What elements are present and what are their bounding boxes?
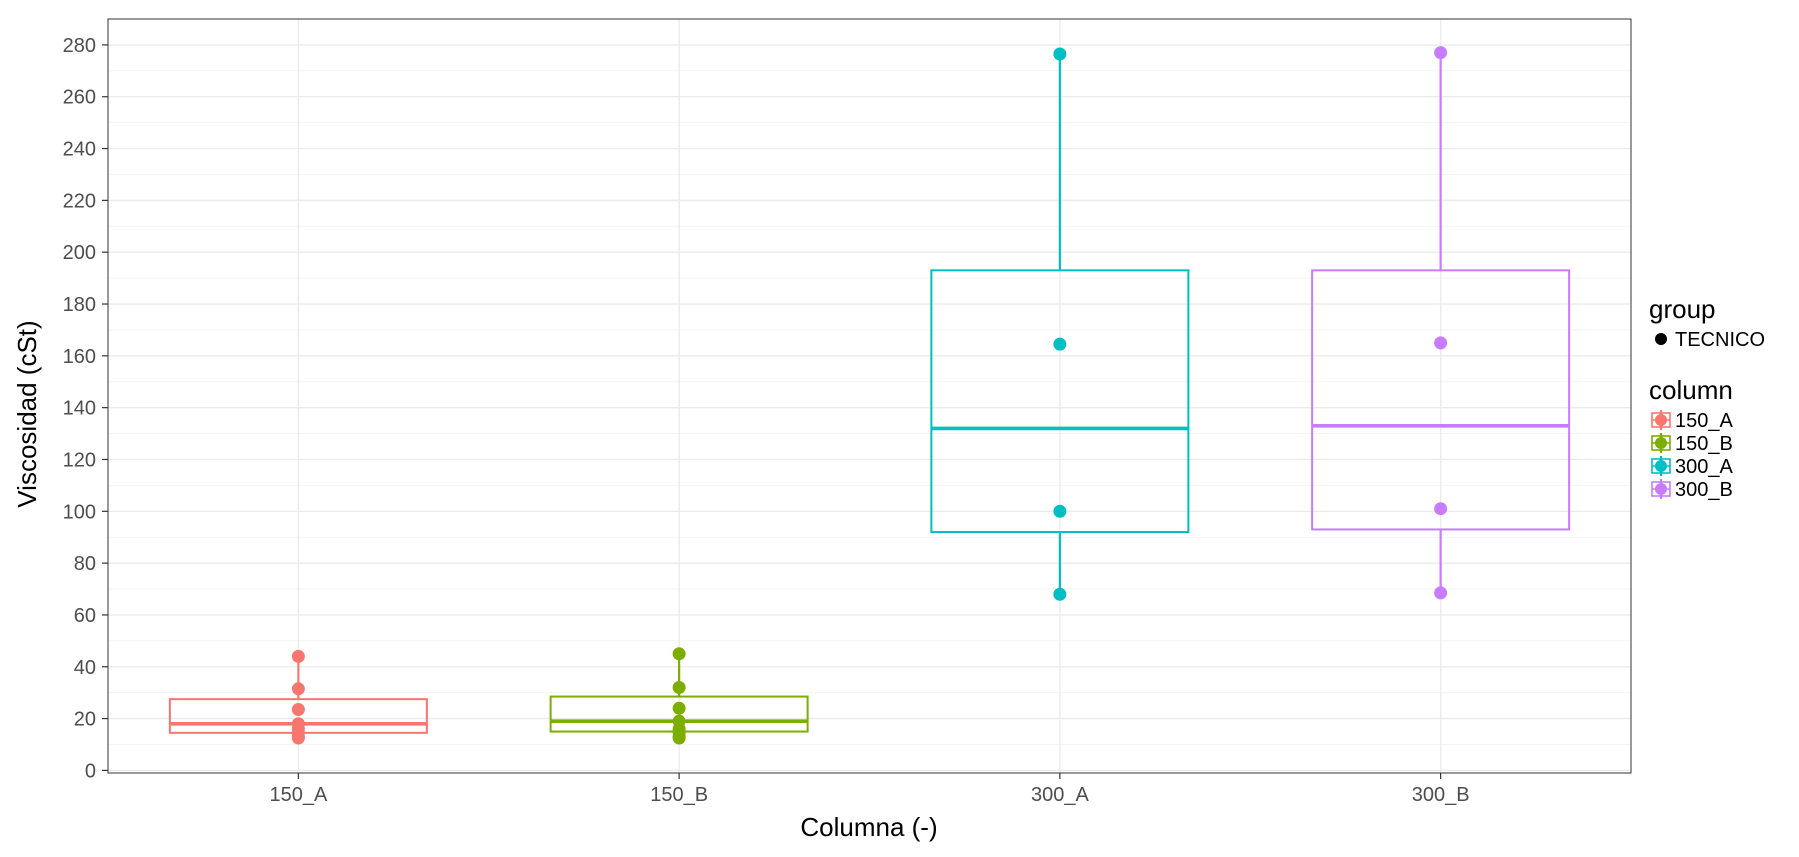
- data-point: [1434, 336, 1448, 350]
- y-tick-label: 240: [63, 139, 96, 161]
- x-axis: 150_A 150_B 300_A 300_B: [269, 773, 1470, 806]
- legend-label: 300_B: [1675, 479, 1733, 501]
- x-tick-label: 150_B: [650, 784, 708, 806]
- grid-lines: [108, 19, 1631, 773]
- y-axis-title: Viscosidad (cSt): [12, 320, 42, 507]
- data-point: [1053, 337, 1067, 351]
- y-tick-label: 260: [63, 87, 96, 109]
- box-iqr: [1311, 269, 1571, 531]
- x-tick-label: 150_A: [269, 784, 327, 806]
- data-point: [291, 703, 305, 717]
- y-tick-label: 120: [63, 449, 96, 471]
- y-tick-label: 60: [74, 605, 96, 627]
- legend-point: [1655, 333, 1667, 345]
- x-axis-title: Columna (-): [800, 812, 937, 842]
- box-iqr: [930, 269, 1190, 534]
- legend-label: 300_A: [1675, 456, 1733, 478]
- data-point: [672, 701, 686, 715]
- y-tick-label: 180: [63, 294, 96, 316]
- data-point: [291, 649, 305, 663]
- data-point: [1053, 504, 1067, 518]
- data-point: [672, 680, 686, 694]
- y-tick-label: 200: [63, 242, 96, 264]
- data-point: [291, 731, 305, 745]
- legend-key: [1651, 456, 1671, 476]
- y-tick-label: 0: [85, 760, 96, 782]
- y-tick-label: 40: [74, 657, 96, 679]
- box-150_A: [168, 649, 428, 745]
- data-point: [672, 647, 686, 661]
- plot-panel-border: [107, 18, 1632, 774]
- legend-label: 150_B: [1675, 433, 1733, 455]
- y-tick-label: 280: [63, 35, 96, 57]
- y-axis: 0 20 40 60 80 100 120 140 160 180 200 220 240 260 280: [63, 35, 108, 782]
- box-layer: [168, 46, 1571, 745]
- legend-label: 150_A: [1675, 410, 1733, 432]
- y-tick-label: 80: [74, 553, 96, 575]
- legend-label: TECNICO: [1675, 329, 1765, 351]
- data-point: [1434, 46, 1448, 60]
- legend-group: group TECNICO: [1649, 294, 1765, 351]
- legend-title: column: [1649, 375, 1733, 405]
- data-point: [1053, 47, 1067, 61]
- legend-point: [1655, 414, 1667, 426]
- x-tick-label: 300_B: [1412, 784, 1470, 806]
- legend-key: [1651, 410, 1671, 430]
- legend-point: [1655, 460, 1667, 472]
- y-tick-label: 20: [74, 709, 96, 731]
- data-point: [672, 731, 686, 745]
- legend-title: group: [1649, 294, 1716, 324]
- x-tick-label: 300_A: [1031, 784, 1089, 806]
- legend-key: [1651, 433, 1671, 453]
- legend-key: [1655, 333, 1667, 345]
- legend-key: [1651, 479, 1671, 499]
- data-point: [291, 682, 305, 696]
- data-point: [1434, 586, 1448, 600]
- legend-point: [1655, 437, 1667, 449]
- box-300_A: [930, 47, 1190, 601]
- y-tick-label: 140: [63, 398, 96, 420]
- legend-point: [1655, 483, 1667, 495]
- y-tick-label: 220: [63, 190, 96, 212]
- y-tick-label: 100: [63, 501, 96, 523]
- y-tick-label: 160: [63, 346, 96, 368]
- data-point: [1434, 502, 1448, 516]
- box-300_B: [1311, 46, 1571, 600]
- data-point: [1053, 587, 1067, 601]
- box-150_B: [549, 647, 809, 745]
